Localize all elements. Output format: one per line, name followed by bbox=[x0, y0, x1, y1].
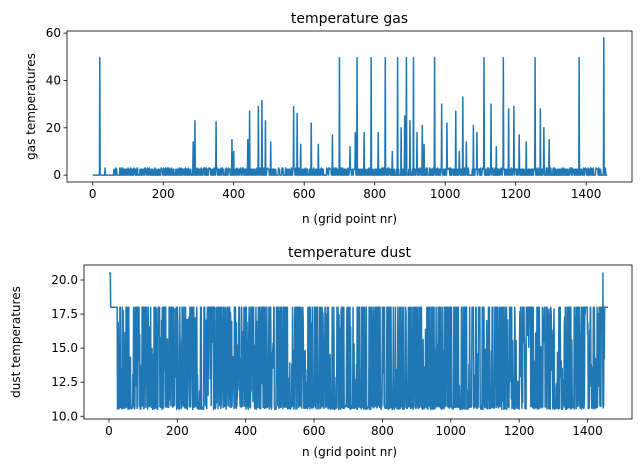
gas-ticks: 0 200 400 600 800 1000 1200 1400 0 20 40 60 bbox=[46, 26, 602, 201]
y-tick-label: 10.0 bbox=[51, 409, 78, 423]
dust-x-axis-label: n (grid point nr) bbox=[302, 445, 397, 459]
x-tick-label: 0 bbox=[105, 424, 113, 438]
y-tick-label: 15.0 bbox=[51, 341, 78, 355]
y-tick-label: 17.5 bbox=[51, 307, 78, 321]
dust-temperature-axes: temperature dust n (grid point nr) dust … bbox=[9, 245, 633, 459]
gas-y-axis-label: gas temperatures bbox=[24, 53, 38, 160]
x-tick-label: 600 bbox=[303, 424, 326, 438]
y-tick-label: 20.0 bbox=[51, 273, 78, 287]
y-tick-label: 20 bbox=[46, 121, 61, 135]
y-tick-label: 60 bbox=[46, 26, 61, 40]
x-tick-label: 200 bbox=[152, 187, 175, 201]
x-tick-label: 400 bbox=[222, 187, 245, 201]
y-tick-label: 40 bbox=[46, 73, 61, 87]
dust-axes-frame bbox=[83, 264, 633, 420]
gas-chart-title: temperature gas bbox=[291, 11, 408, 27]
gas-x-axis-label: n (grid point nr) bbox=[302, 212, 397, 226]
gas-axes-frame bbox=[66, 30, 633, 183]
x-tick-label: 800 bbox=[363, 187, 386, 201]
x-tick-label: 1200 bbox=[504, 424, 535, 438]
x-tick-label: 800 bbox=[371, 424, 394, 438]
x-tick-label: 200 bbox=[166, 424, 189, 438]
dust-temperature-series-line bbox=[108, 272, 609, 411]
x-tick-label: 1200 bbox=[500, 187, 531, 201]
dust-y-axis-label: dust temperatures bbox=[9, 286, 23, 398]
x-tick-label: 400 bbox=[234, 424, 257, 438]
dust-ticks: 0 200 400 600 800 1000 1200 1400 10.0 12.5 15.0 17.… bbox=[51, 273, 603, 438]
gas-temperature-axes: temperature gas n (grid point nr) gas te… bbox=[24, 11, 633, 226]
x-tick-label: 1000 bbox=[436, 424, 467, 438]
x-tick-label: 600 bbox=[293, 187, 316, 201]
dust-chart-title: temperature dust bbox=[288, 245, 412, 261]
x-tick-label: 1400 bbox=[571, 187, 602, 201]
gas-temperature-series-line bbox=[92, 37, 608, 176]
y-tick-label: 0 bbox=[53, 168, 61, 182]
x-tick-label: 0 bbox=[89, 187, 97, 201]
x-tick-label: 1000 bbox=[430, 187, 461, 201]
y-tick-label: 12.5 bbox=[51, 375, 78, 389]
x-tick-label: 1400 bbox=[572, 424, 603, 438]
